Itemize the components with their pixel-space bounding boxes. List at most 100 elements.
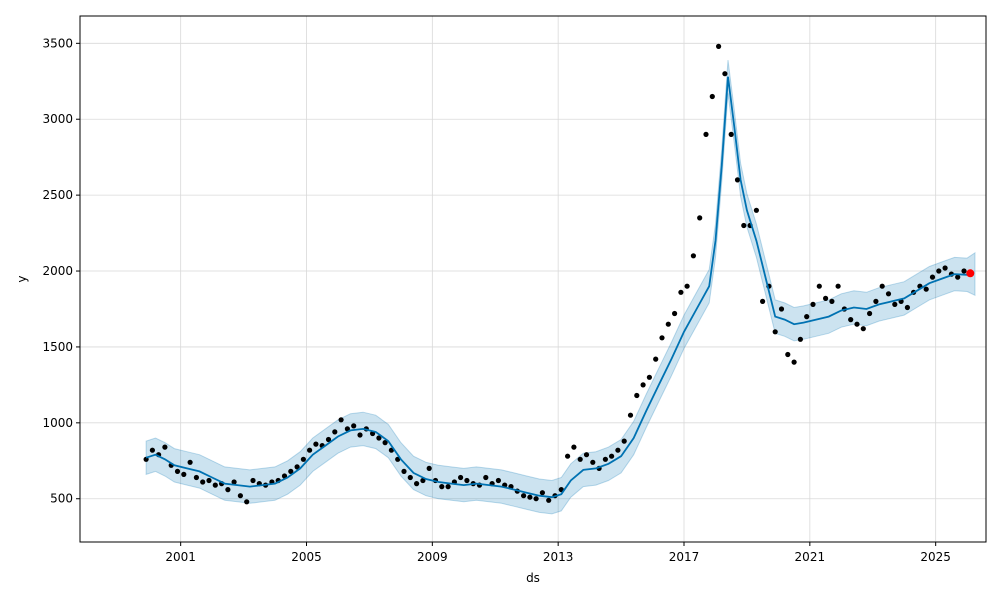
observed-point — [703, 131, 709, 137]
observed-point — [300, 456, 306, 462]
observed-point — [879, 283, 885, 289]
observed-point — [923, 286, 929, 292]
x-tick-label: 2025 — [920, 550, 951, 564]
observed-point — [835, 283, 841, 289]
forecast-line-path — [145, 76, 968, 499]
observed-point — [772, 329, 778, 335]
observed-point — [565, 453, 571, 459]
y-tick-label: 1000 — [42, 416, 73, 430]
grid — [80, 16, 986, 542]
observed-point — [206, 477, 212, 484]
plot-frame — [79, 15, 987, 543]
observed-point — [823, 295, 829, 301]
uncertainty-band — [145, 59, 976, 515]
observed-point — [690, 253, 697, 259]
y-tick-label: 3000 — [42, 112, 73, 126]
interval-band-area — [145, 59, 976, 515]
observed-point — [892, 301, 898, 307]
observed-point — [200, 479, 206, 485]
observed-point — [546, 497, 552, 503]
observed-point — [577, 456, 583, 462]
observed-point — [225, 487, 231, 493]
observed-point — [885, 291, 892, 297]
observed-point — [778, 306, 785, 312]
observed-point — [231, 479, 237, 485]
observed-point — [665, 321, 671, 327]
observed-point — [539, 490, 546, 496]
y-axis-title: y — [15, 275, 29, 282]
observed-point — [640, 382, 646, 388]
observed-point — [753, 207, 760, 213]
observed-point — [401, 468, 407, 474]
observed-point — [445, 484, 451, 490]
observed-point — [653, 356, 659, 362]
observed-point — [627, 412, 634, 418]
observed-point — [344, 426, 350, 432]
observed-point — [357, 432, 363, 438]
observed-point — [860, 326, 866, 332]
y-axis-ticks: 500 1000 1500 2000 2500 3000 3500 — [42, 36, 80, 506]
observed-point — [583, 452, 590, 458]
x-tick-label: 2013 — [543, 550, 574, 564]
highlight-points — [966, 269, 975, 278]
observed-point — [904, 304, 911, 311]
observed-point — [634, 392, 640, 399]
highlight-point — [966, 269, 975, 278]
observed-point — [407, 474, 413, 481]
observed-point — [294, 464, 300, 470]
observed-point — [376, 435, 382, 441]
observed-point — [734, 177, 741, 183]
observed-point — [174, 468, 181, 474]
observed-point — [936, 268, 942, 274]
observed-point — [338, 417, 344, 423]
observed-point — [672, 310, 678, 317]
observed-point — [250, 477, 256, 484]
observed-point — [149, 447, 155, 453]
observed-point — [929, 274, 936, 280]
observed-point — [760, 298, 766, 304]
x-axis-title: ds — [526, 571, 540, 585]
observed-point — [288, 468, 294, 474]
observed-point — [281, 473, 288, 479]
observed-point — [464, 477, 470, 484]
observed-point — [961, 268, 967, 274]
observed-point — [697, 215, 703, 221]
observed-point — [162, 444, 168, 450]
observed-point — [521, 493, 527, 499]
observed-point — [646, 374, 653, 380]
observed-point — [785, 351, 791, 358]
observed-point — [829, 298, 835, 304]
x-tick-label: 2005 — [291, 550, 322, 564]
y-tick-label: 3500 — [42, 36, 73, 50]
observed-point — [816, 283, 822, 289]
observed-point — [848, 317, 854, 323]
observed-point — [237, 493, 243, 499]
observed-point — [716, 43, 722, 50]
y-tick-label: 2500 — [42, 188, 73, 202]
observed-point — [709, 93, 715, 100]
observed-point — [854, 321, 860, 327]
observed-point — [942, 265, 948, 271]
x-tick-label: 2009 — [417, 550, 448, 564]
observed-point — [187, 459, 193, 465]
x-axis-ticks: 2001 2005 2009 2013 2017 2021 2025 — [165, 542, 951, 564]
x-tick-label: 2001 — [165, 550, 196, 564]
observed-point — [533, 496, 539, 502]
observed-point — [659, 335, 665, 341]
y-tick-label: 1500 — [42, 340, 73, 354]
y-tick-label: 2000 — [42, 264, 73, 278]
observed-point — [420, 477, 426, 484]
observed-point — [351, 423, 357, 429]
observed-point — [325, 436, 332, 443]
observed-point — [810, 301, 816, 307]
observed-point — [244, 499, 250, 505]
observed-point — [955, 274, 961, 280]
observed-point — [804, 314, 810, 320]
observed-point — [797, 336, 804, 342]
observed-point — [621, 438, 627, 444]
observed-point — [458, 474, 464, 481]
observed-point — [193, 474, 199, 481]
observed-point — [571, 444, 577, 450]
